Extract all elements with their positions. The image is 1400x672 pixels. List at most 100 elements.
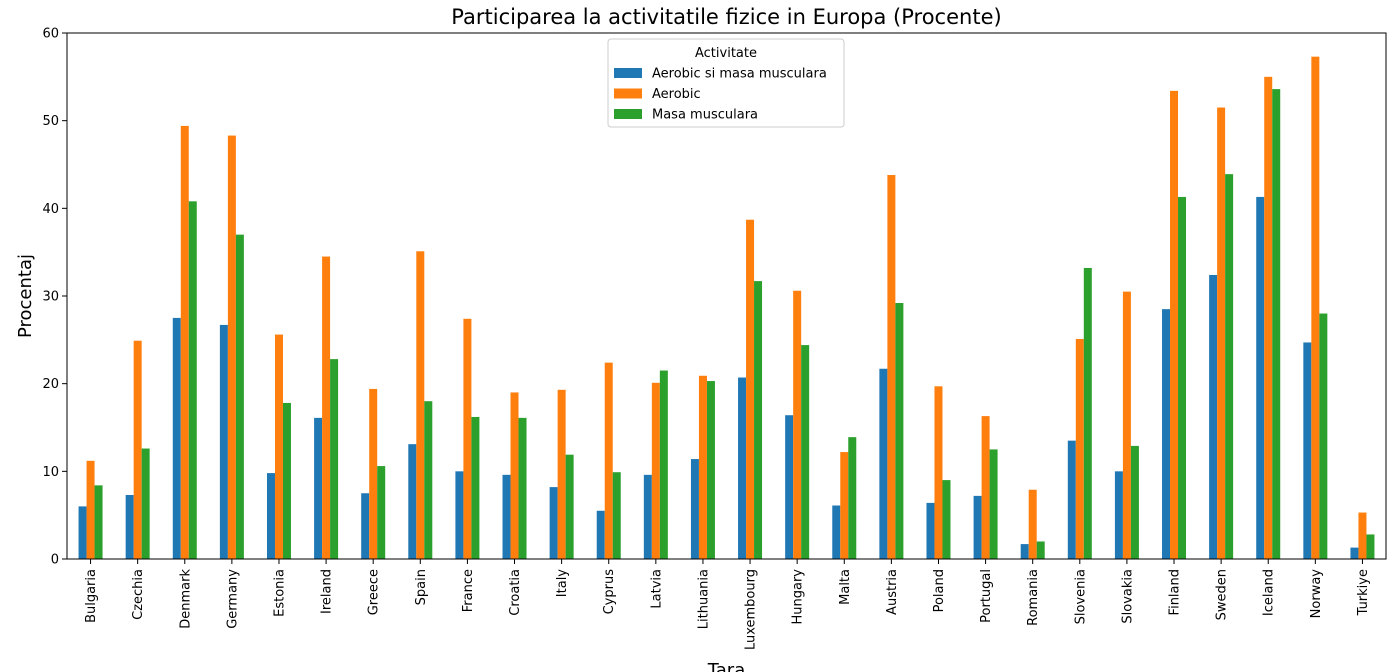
bar-2-6 [377,466,386,559]
y-tick-label-1: 10 [42,465,59,480]
bar-1-2 [180,125,189,560]
bar-1-5 [322,256,331,559]
bar-1-24 [1217,107,1226,560]
legend: Activitate Aerobic si masa musculara Aerob… [607,38,845,128]
y-tick-label-5: 50 [42,114,59,129]
bar-0-10 [549,487,558,559]
x-tick-label-22: Slovakia [1120,569,1135,624]
bar-0-3 [219,324,228,559]
x-tick-label-19: Portugal [979,569,994,623]
bar-2-10 [565,454,574,559]
bar-2-21 [1083,267,1092,559]
bar-1-4 [274,334,283,559]
bar-2-0 [94,485,103,559]
x-tick-label-26: Norway [1309,569,1324,619]
bar-0-1 [125,495,134,559]
bar-1-1 [133,340,142,559]
bar-0-18 [926,502,935,559]
bar-0-5 [314,417,323,559]
y-tick-label-2: 20 [42,377,59,392]
bar-1-23 [1170,90,1179,560]
chart-title: Participarea la activitatile fizice in E… [451,5,1001,29]
bar-0-23 [1162,309,1171,559]
bar-2-18 [942,480,951,559]
bar-2-26 [1319,313,1328,559]
bar-1-16 [840,452,849,559]
y-tick-label-0: 0 [51,553,59,568]
bar-2-12 [659,370,668,559]
x-tick-label-3: Germany [225,569,240,629]
bar-2-19 [989,449,998,559]
bar-1-6 [369,388,378,559]
bar-0-8 [455,471,464,559]
bar-0-17 [879,368,888,559]
plot-area: 0 10 20 30 40 50 60 Bulgaria Czechia Denmark Germa… [42,27,1387,650]
bar-2-8 [471,416,480,559]
x-tick-label-1: Czechia [131,569,146,620]
bar-2-24 [1225,174,1234,559]
bar-1-15 [793,290,802,559]
x-tick-label-20: Romania [1026,569,1041,626]
bar-2-27 [1366,534,1375,559]
x-tick-label-6: Greece [367,569,382,615]
bar-0-22 [1114,471,1123,559]
legend-box [607,38,845,128]
bar-2-5 [330,359,339,559]
bar-2-23 [1178,196,1187,559]
legend-label-0: Aerobic si masa musculara [652,67,827,82]
bar-0-27 [1350,547,1359,559]
y-tick-label-6: 60 [42,27,59,42]
bar-1-20 [1028,489,1037,559]
bar-1-14 [746,219,755,560]
legend-swatch-1 [614,88,642,99]
bar-2-7 [424,401,433,559]
bar-1-26 [1311,56,1320,560]
bar-1-3 [227,135,236,559]
bar-1-10 [557,389,566,559]
x-tick-label-15: Hungary [791,569,806,625]
legend-label-1: Aerobic [652,87,701,102]
bar-0-0 [78,506,87,559]
legend-swatch-2 [614,109,642,119]
bar-2-13 [706,381,715,559]
bar-0-15 [785,415,794,559]
x-tick-label-4: Estonia [272,569,287,617]
y-tick-label-3: 30 [42,290,59,305]
x-tick-label-9: Croatia [508,569,523,616]
bar-1-17 [887,175,896,559]
x-tick-label-13: Lithuania [696,569,711,629]
y-axis-title: Procentaj [15,254,36,338]
x-tick-label-23: Finland [1168,569,1183,615]
bar-1-13 [698,375,707,559]
x-tick-label-27: Turkiye [1356,569,1371,616]
bar-0-6 [361,493,370,559]
x-tick-label-10: Italy [555,569,570,598]
bar-1-0 [86,460,95,559]
bar-2-16 [848,437,857,559]
x-tick-label-0: Bulgaria [84,569,99,623]
bar-0-21 [1067,440,1076,559]
bar-0-16 [832,505,841,559]
bar-0-14 [738,377,747,559]
bar-2-14 [754,281,763,559]
legend-label-2: Masa musculara [652,108,758,123]
x-tick-label-16: Malta [838,569,853,605]
bar-2-15 [801,345,810,559]
bar-0-2 [172,317,181,559]
bar-2-2 [188,201,197,559]
bar-0-11 [596,510,605,559]
legend-swatch-0 [614,68,642,78]
bar-1-12 [651,382,660,559]
bar-1-25 [1264,76,1273,559]
bar-0-12 [643,474,652,559]
bar-1-19 [981,416,990,559]
y-tick-label-4: 40 [42,202,59,217]
bar-1-7 [416,251,425,560]
x-tick-label-8: France [461,569,476,612]
x-tick-label-14: Luxembourg [744,569,759,650]
bar-2-20 [1036,541,1045,559]
bar-0-26 [1303,342,1312,559]
x-tick-label-5: Ireland [320,569,335,614]
